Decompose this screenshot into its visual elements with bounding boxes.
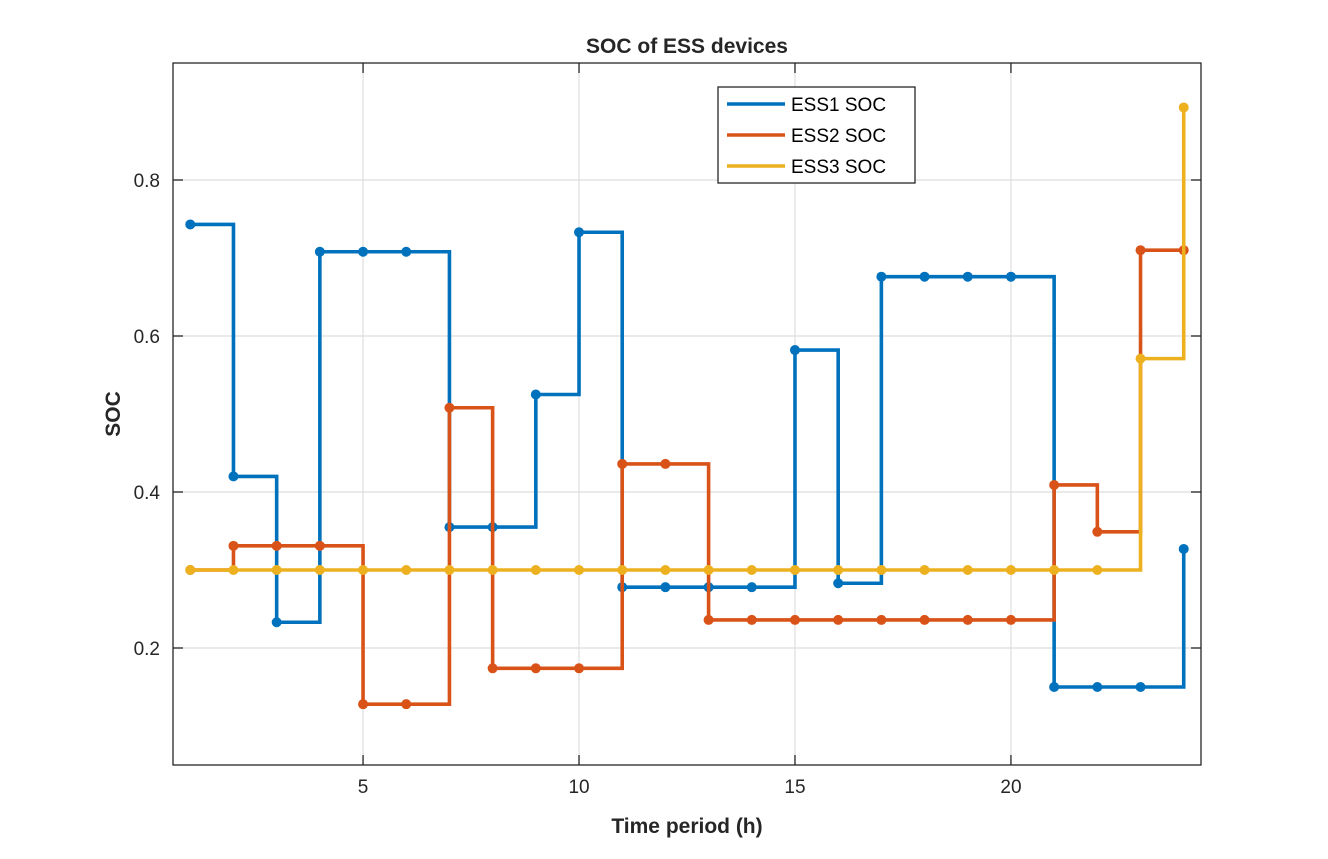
data-point	[746, 582, 757, 593]
data-point	[358, 565, 369, 575]
data-point	[574, 227, 585, 238]
data-point	[401, 699, 412, 710]
data-point	[703, 614, 714, 625]
data-point	[487, 565, 498, 575]
x-tick-label: 15	[784, 777, 805, 798]
data-point	[1092, 565, 1103, 575]
data-point	[271, 565, 282, 575]
series-2	[185, 245, 1189, 710]
data-point	[962, 614, 973, 625]
data-point	[617, 458, 628, 469]
data-point	[660, 565, 671, 575]
data-point	[1092, 682, 1103, 692]
data-point	[746, 565, 757, 575]
data-point	[919, 614, 930, 625]
data-point	[1092, 526, 1103, 537]
data-point	[1135, 353, 1146, 364]
data-point	[1049, 682, 1060, 692]
y-tick-label: 0.4	[134, 483, 161, 504]
data-point	[746, 614, 757, 625]
data-point	[660, 582, 671, 593]
data-point	[271, 540, 282, 551]
data-point	[401, 246, 412, 257]
y-axis-label: SOC	[102, 391, 125, 437]
data-point	[228, 540, 239, 551]
data-point	[789, 345, 800, 356]
data-point	[617, 565, 628, 575]
y-tick-label: 0.2	[134, 639, 160, 660]
data-point	[487, 663, 498, 674]
data-point	[876, 614, 887, 625]
data-point	[444, 402, 455, 413]
legend: ESS1 SOC ESS2 SOC ESS3 SOC	[717, 86, 916, 184]
data-point	[919, 565, 930, 575]
x-axis-label: Time period (h)	[611, 815, 762, 838]
data-point	[185, 565, 196, 575]
axes-box	[172, 62, 1202, 766]
series-3	[185, 102, 1189, 575]
data-point	[962, 565, 973, 575]
data-point	[314, 540, 325, 551]
data-point	[1135, 245, 1146, 256]
data-point	[789, 614, 800, 625]
data-point	[358, 246, 369, 257]
data-point	[876, 271, 887, 282]
ticks: 5 10 15 20 0.2 0.4 0.6 0.8	[134, 63, 1201, 798]
data-point	[1005, 271, 1016, 282]
data-point	[919, 271, 930, 282]
data-point	[530, 565, 541, 575]
y-tick-label: 0.8	[134, 171, 160, 192]
x-tick-label: 20	[1000, 777, 1021, 798]
series-layer	[185, 102, 1189, 710]
x-tick-label: 10	[568, 777, 589, 798]
data-point	[962, 271, 973, 282]
data-point	[1049, 565, 1060, 575]
legend-entry: ESS3 SOC	[791, 157, 886, 178]
series-line	[190, 222, 1186, 689]
x-tick-label: 5	[358, 777, 369, 798]
y-tick-label: 0.6	[134, 327, 160, 348]
legend-entry: ESS1 SOC	[791, 95, 886, 116]
data-point	[444, 565, 455, 575]
chart-title: SOC of ESS devices	[586, 35, 788, 58]
data-point	[876, 565, 887, 575]
data-point	[833, 578, 844, 589]
data-point	[833, 614, 844, 625]
data-point	[660, 458, 671, 469]
data-point	[1005, 565, 1016, 575]
data-point	[185, 219, 196, 230]
data-point	[703, 565, 714, 575]
data-point	[401, 565, 412, 575]
data-point	[1005, 614, 1016, 625]
data-point	[1178, 102, 1189, 113]
data-point	[314, 246, 325, 257]
data-point	[574, 663, 585, 674]
plot-area	[173, 63, 1201, 765]
data-point	[271, 617, 282, 628]
data-point	[530, 663, 541, 674]
data-point	[833, 565, 844, 575]
series-1	[185, 219, 1189, 692]
data-point	[314, 565, 325, 575]
series-line	[190, 107, 1186, 572]
data-point	[228, 471, 239, 482]
data-point	[789, 565, 800, 575]
data-point	[1178, 543, 1189, 554]
data-point	[1049, 479, 1060, 490]
data-point	[228, 565, 239, 575]
data-point	[574, 565, 585, 575]
legend-entry: ESS2 SOC	[791, 126, 886, 147]
data-point	[1135, 682, 1146, 692]
data-point	[358, 699, 369, 710]
data-point	[530, 389, 541, 400]
